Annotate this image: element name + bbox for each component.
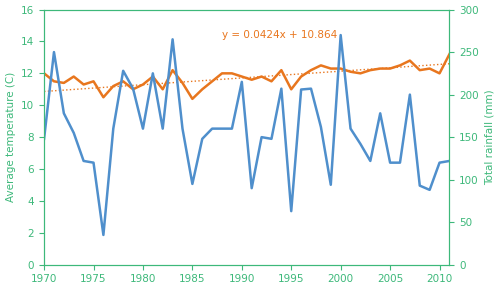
Y-axis label: Total rainfall (mm): Total rainfall (mm) <box>484 89 494 185</box>
Text: y = 0.0424x + 10.864: y = 0.0424x + 10.864 <box>222 30 338 40</box>
Y-axis label: Average temperature (C): Average temperature (C) <box>6 72 16 202</box>
